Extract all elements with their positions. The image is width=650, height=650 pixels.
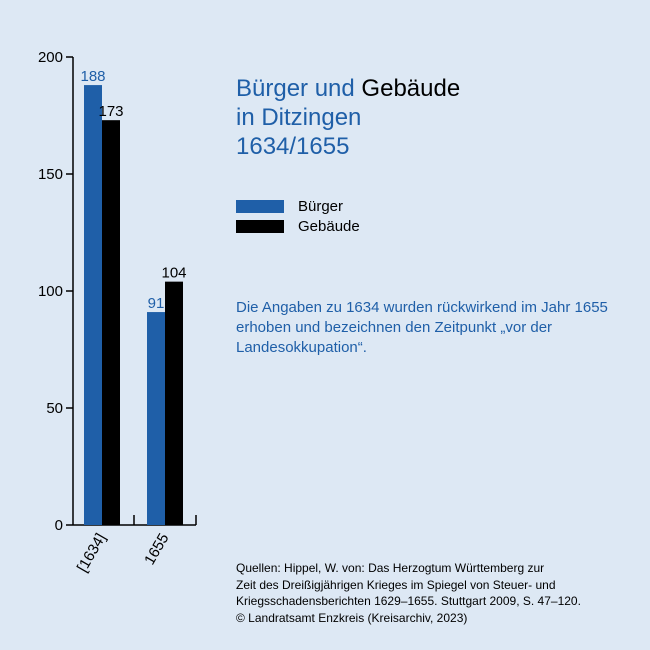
bar-gebaeude: [165, 281, 183, 525]
x-tick-label: 1655: [141, 531, 172, 568]
chart-note: Die Angaben zu 1634 wurden rückwirkend i…: [236, 299, 608, 356]
legend: Bürger Gebäude: [236, 196, 360, 236]
chart-title: Bürger und Gebäude in Ditzingen 1634/165…: [236, 74, 460, 161]
sources-line-2: Zeit des Dreißigjährigen Krieges im Spie…: [236, 577, 556, 592]
y-tick-label: 100: [38, 283, 63, 300]
data-label: 188: [80, 68, 105, 85]
legend-swatch-gebaeude: [236, 219, 284, 233]
data-label: 173: [98, 103, 123, 120]
legend-label-gebaeude: Gebäude: [298, 217, 360, 235]
legend-swatch-buerger: [236, 199, 284, 213]
legend-label-buerger: Bürger: [298, 197, 344, 215]
data-label: 91: [148, 295, 165, 312]
bar-gebaeude: [102, 120, 120, 526]
sources-line-1: Quellen: Hippel, W. von: Das Herzogtum W…: [236, 561, 545, 575]
y-tick-label: 0: [55, 517, 63, 534]
legend-item-buerger: Bürger: [236, 196, 360, 216]
title-part-buerger: Bürger und: [236, 75, 355, 102]
legend-item-gebaeude: Gebäude: [236, 216, 360, 236]
sources-line-3: Kriegsschadensberichten 1629–1655. Stutt…: [236, 594, 581, 608]
sources-line-4: © Landratsamt Enzkreis (Kreisarchiv, 202…: [236, 610, 468, 625]
data-label: 104: [161, 265, 186, 282]
y-tick-label: 50: [46, 400, 63, 417]
title-part-gebaeude: Gebäude: [361, 75, 461, 102]
bar-buerger: [84, 85, 102, 525]
title-line-3: 1634/1655: [236, 133, 350, 160]
x-tick-label: [1634]: [74, 531, 110, 576]
sources: Quellen: Hippel, W. von: Das Herzogtum W…: [236, 560, 636, 626]
title-line-2: in Ditzingen: [236, 104, 362, 131]
bar-buerger: [147, 312, 165, 525]
y-tick-label: 200: [38, 49, 63, 66]
y-tick-label: 150: [38, 166, 63, 183]
